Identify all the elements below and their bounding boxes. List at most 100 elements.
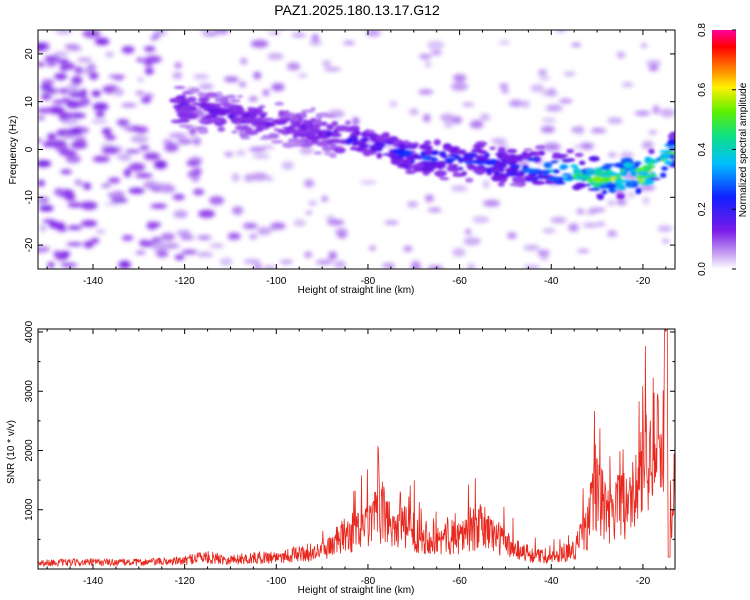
spectrogram-noise-blob [616, 51, 626, 59]
spectrogram-noise-blob [450, 185, 468, 192]
spectrogram-signal-blob [472, 144, 485, 149]
spectrogram-signal-blob [413, 163, 425, 168]
spectrogram-noise-blob [38, 62, 45, 67]
snr-series-line [38, 329, 675, 568]
spectrogram-signal-blob [598, 184, 609, 189]
bot-x-tick-label: -40 [544, 576, 559, 587]
spectrogram-signal-blob [647, 174, 658, 178]
spectrogram-signal-blob [282, 126, 295, 130]
spectrogram-signal-blob [254, 111, 268, 116]
spectrogram-signal-blob [398, 148, 405, 155]
spectrogram-noise-blob [128, 162, 146, 172]
spectrogram-signal-blob [237, 94, 244, 99]
spectrogram-signal-blob [244, 117, 254, 122]
spectrogram-signal-blob [251, 120, 266, 127]
spectrogram-noise-blob [38, 196, 49, 203]
spectrogram-noise-blob [538, 69, 547, 75]
spectrogram-signal-blob [659, 150, 670, 153]
spectrogram-noise-blob [154, 160, 168, 169]
spectrogram-signal-blob [580, 175, 592, 180]
spectrogram-noise-blob [104, 134, 117, 141]
spectrogram-noise-blob [38, 201, 50, 205]
spectrogram-signal-blob [312, 124, 321, 129]
spectrogram-noise-blob [70, 141, 88, 149]
spectrogram-signal-blob [239, 129, 248, 135]
spectrogram-signal-blob [475, 155, 488, 161]
spectrogram-noise-blob [172, 194, 185, 201]
spectrogram-signal-blob [450, 146, 461, 151]
spectrogram-noise-blob [224, 152, 234, 157]
spectrogram-signal-blob [248, 107, 256, 111]
spectrogram-noise-blob [57, 58, 70, 64]
spectrogram-noise-blob [40, 93, 52, 101]
spectrogram-signal-blob [215, 91, 223, 95]
spectrogram-noise-blob [144, 55, 162, 64]
spectrogram-noise-blob [60, 169, 72, 175]
spectrogram-noise-blob [90, 237, 100, 244]
spectrogram-signal-blob [177, 118, 190, 124]
bot-x-tick-label: -60 [452, 576, 467, 587]
spectrogram-signal-blob [322, 113, 336, 118]
spectrogram-signal-blob [635, 175, 650, 179]
spectrogram-noise-blob [101, 127, 112, 136]
spectrogram-noise-blob [427, 40, 445, 50]
bot-y-tick-label: 1000 [24, 498, 35, 521]
spectrogram-noise-blob [38, 45, 46, 52]
spectrogram-noise-blob [80, 201, 98, 210]
spectrogram-noise-blob [152, 241, 167, 250]
spectrogram-noise-blob [427, 265, 444, 269]
spectrogram-noise-blob [220, 257, 233, 266]
spectrogram-noise-blob [250, 172, 268, 182]
spectrogram-noise-blob [38, 138, 43, 143]
spectrogram-signal-blob [277, 129, 285, 134]
spectrogram-y-label: Frequency (Hz) [8, 116, 19, 185]
spectrogram-signal-blob [588, 155, 600, 162]
spectrogram-noise-blob [42, 219, 56, 224]
spectrogram-signal-blob [313, 151, 323, 155]
spectrogram-noise-blob [498, 40, 511, 45]
spectrogram-signal-blob [510, 168, 519, 172]
spectrogram-noise-blob [57, 227, 68, 232]
spectrogram-signal-blob [497, 147, 506, 154]
spectrogram-noise-blob [648, 130, 657, 135]
spectrogram-noise-blob [328, 251, 338, 260]
spectrogram-noise-blob [200, 30, 214, 34]
bot-x-tick-label: -20 [636, 576, 651, 587]
spectrogram-noise-blob [159, 186, 176, 193]
spectrogram-signal-blob [473, 166, 486, 171]
spectrogram-noise-blob [322, 60, 332, 67]
spectrogram-noise-blob [66, 242, 83, 246]
bot-x-tick-label: -100 [266, 576, 286, 587]
spectrogram-noise-blob [38, 42, 50, 47]
spectrogram-noise-blob [469, 120, 484, 129]
spectrogram-noise-blob [568, 223, 579, 232]
top-y-tick-label: -20 [24, 237, 35, 252]
spectrogram-signal-blob [300, 124, 308, 131]
spectrogram-noise-blob [499, 83, 509, 89]
spectrogram-noise-blob [59, 149, 77, 156]
spectrogram-noise-blob [108, 177, 121, 184]
spectrogram-noise-blob [424, 194, 434, 203]
spectrogram-signal-blob [287, 138, 302, 143]
colorbar-tick-label: 0.8 [697, 23, 708, 37]
spectrogram-noise-blob [638, 184, 656, 191]
spectrogram-noise-blob [250, 39, 269, 48]
spectrogram-noise-blob [645, 60, 662, 66]
spectrogram-y-axis: -20 -10 0 10 20 [24, 48, 675, 252]
spectrogram-noise-blob [155, 250, 169, 258]
spectrogram-signal-blob [214, 120, 225, 127]
spectrogram-signal-blob [573, 167, 580, 174]
spectrogram-noise-blob [105, 51, 114, 58]
spectrogram-noise-blob [563, 71, 576, 76]
spectrogram-noise-blob [472, 216, 490, 224]
spectrogram-noise-blob [59, 251, 71, 258]
spectrogram-noise-blob [104, 202, 121, 206]
spectrogram-noise-blob [69, 102, 86, 107]
spectrogram-x-axis: -140 -120 -100 -80 -60 -40 -20 [46, 30, 667, 287]
spectrogram-signal-blob [273, 120, 287, 125]
spectrogram-noise-blob [130, 135, 149, 143]
spectrogram-signal-blob [439, 176, 450, 181]
spectrogram-noise-blob [571, 42, 582, 47]
spectrogram-noise-blob [41, 79, 55, 87]
spectrogram-signal-blob [561, 173, 573, 177]
